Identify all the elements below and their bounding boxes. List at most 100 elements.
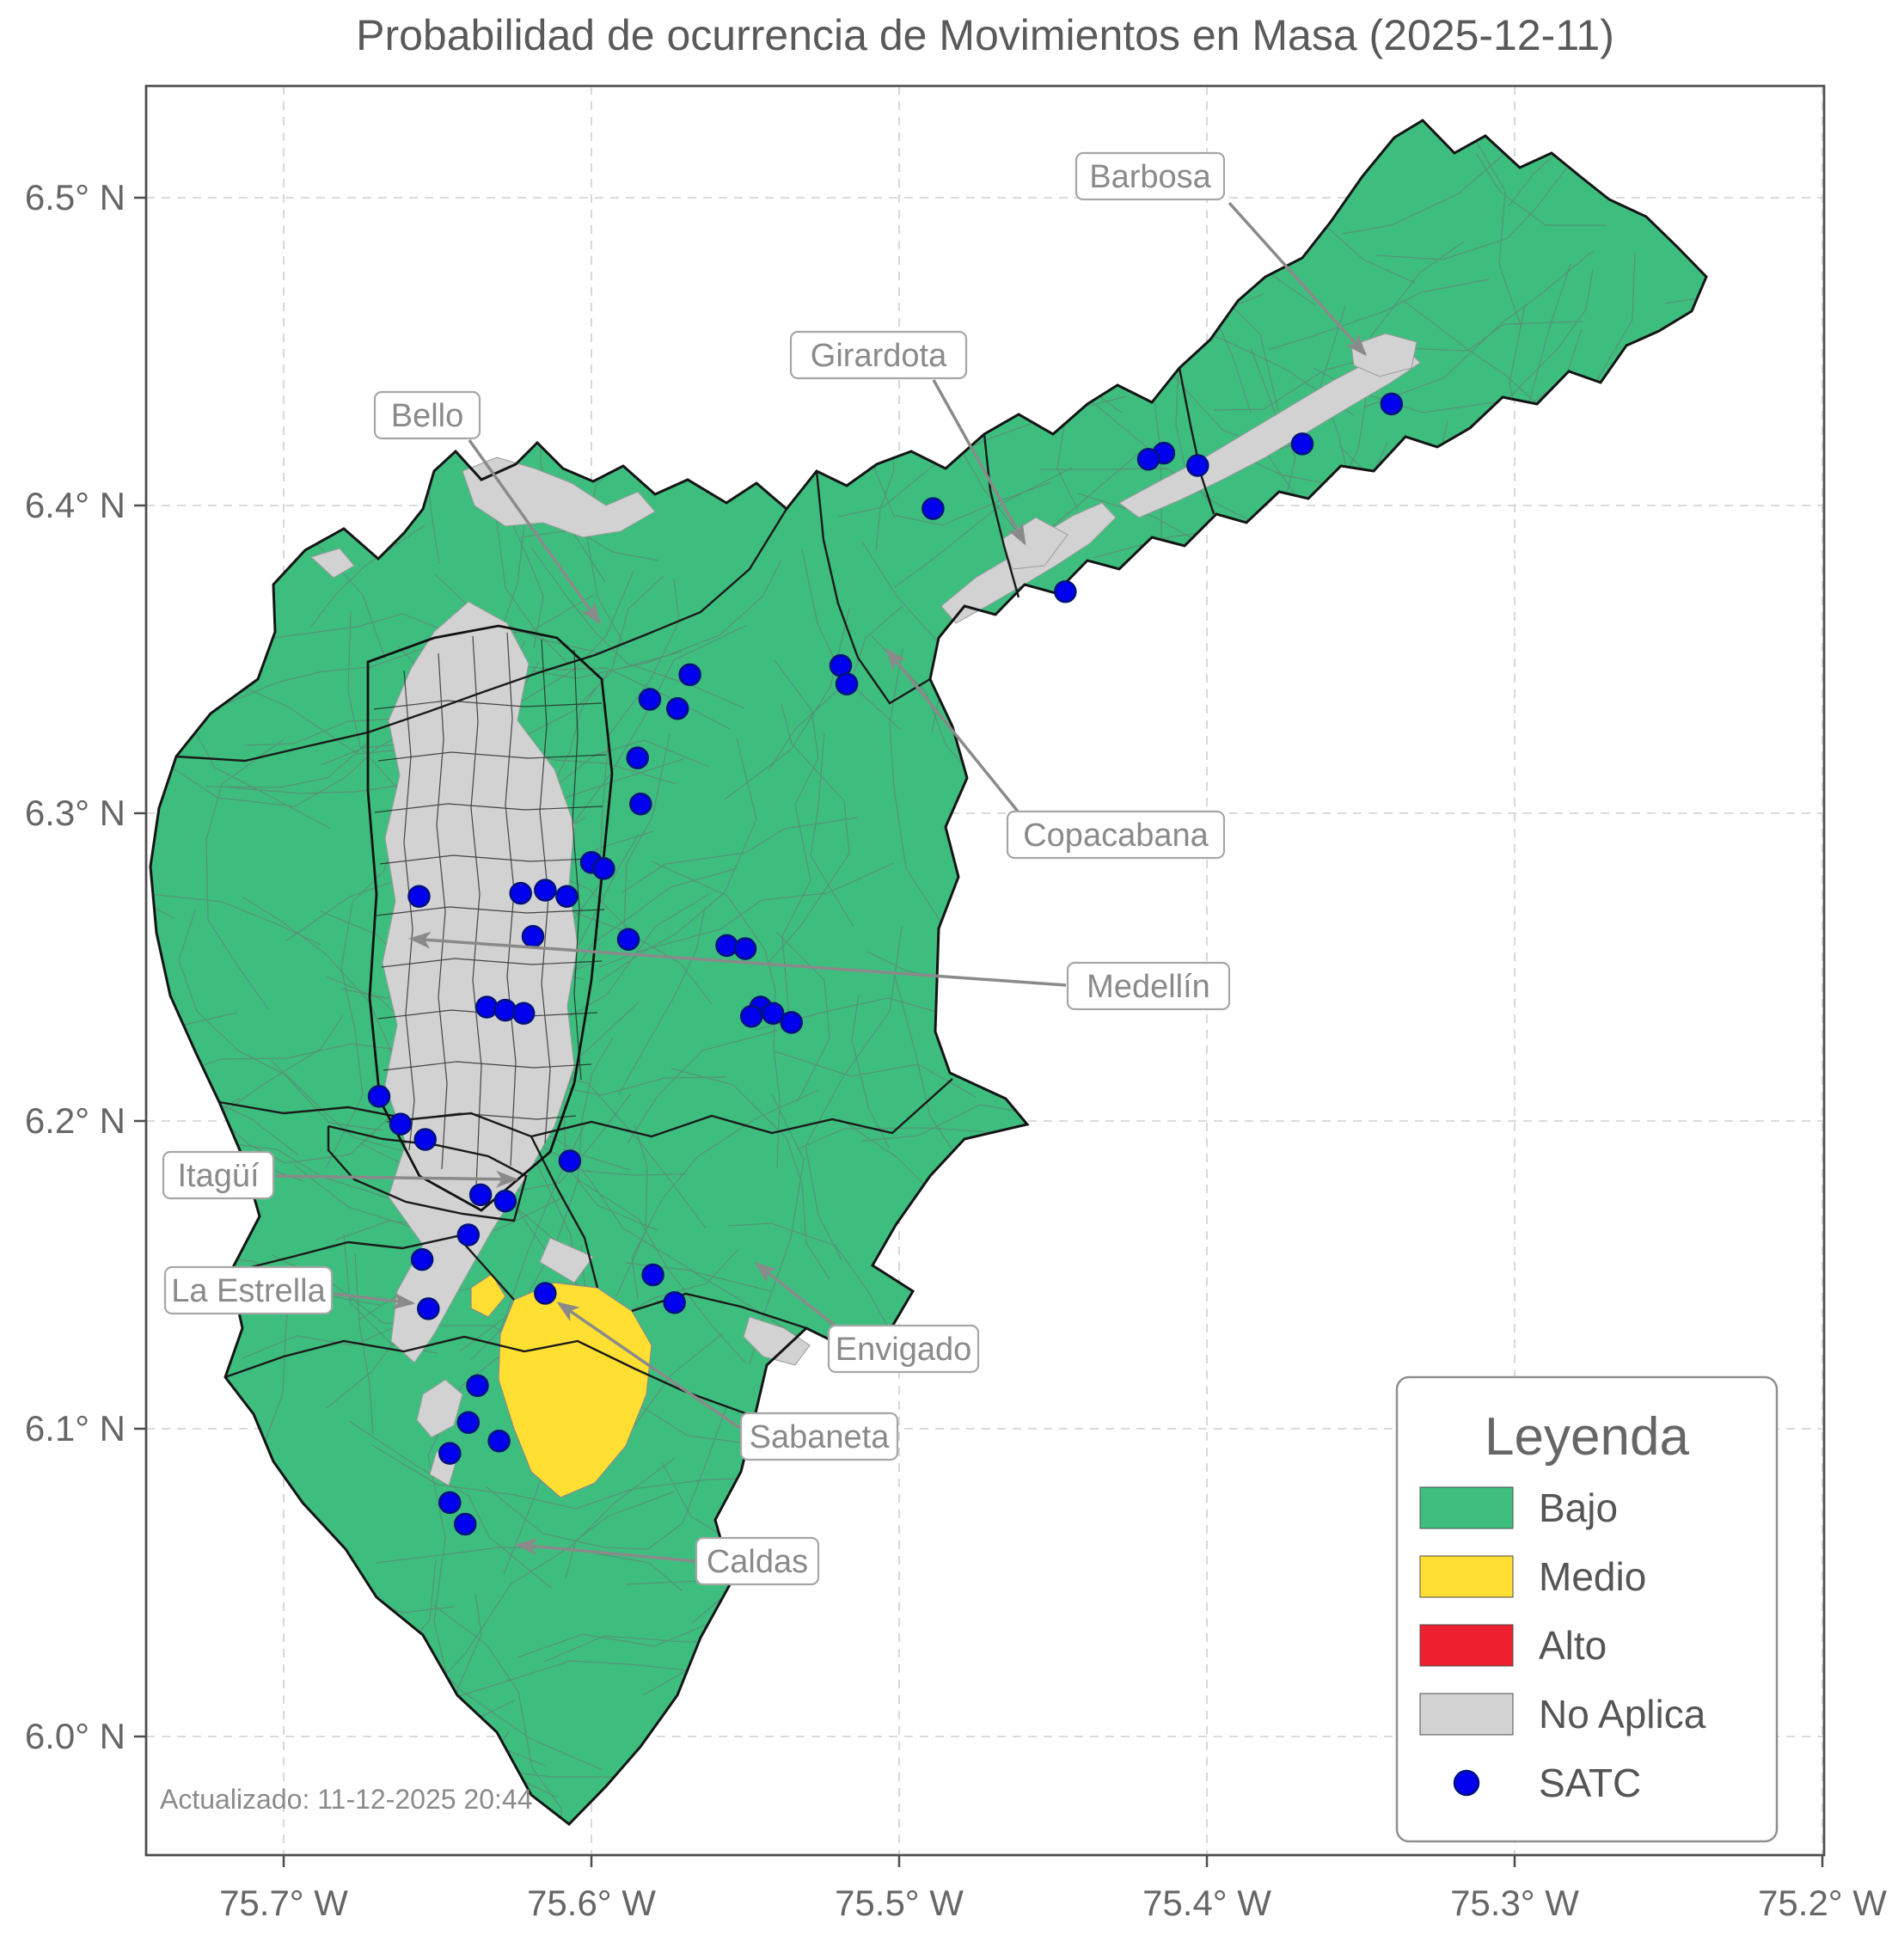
girardota-label-box <box>789 330 968 380</box>
satc-dot <box>835 672 859 695</box>
satc-dot <box>509 881 532 905</box>
copacabana-label-box <box>1006 810 1226 860</box>
caldas-arrow <box>515 1538 695 1563</box>
satc-dot <box>733 937 757 960</box>
satc-dot <box>558 1149 582 1173</box>
barbosa-label-box <box>1075 151 1226 201</box>
la-estrella-label-box <box>163 1265 334 1315</box>
bello-label: Bello <box>391 398 464 434</box>
satc-dot <box>665 697 689 720</box>
y-tick-5: 6.0° N <box>25 1716 126 1756</box>
legend-swatch-no-aplica <box>1419 1693 1514 1736</box>
satc-dot <box>761 1001 785 1025</box>
satc-dot <box>475 995 499 1019</box>
x-tick-5: 75.2° W <box>1758 1883 1887 1923</box>
satc-dot <box>410 1247 434 1271</box>
satc-dot <box>555 885 579 908</box>
la-estrella-label: La Estrella <box>171 1273 326 1309</box>
satc-dot <box>417 1297 440 1320</box>
satc-dot <box>407 885 431 908</box>
satc-dot <box>438 1442 462 1465</box>
plot-frame <box>144 84 1826 1857</box>
caldas-label: Caldas <box>707 1544 808 1580</box>
itagui-label-box <box>162 1150 275 1200</box>
updated-timestamp: Actualizado: 11-12-2025 20:44 <box>160 1784 533 1815</box>
legend-label-no-aplica: No Aplica <box>1539 1692 1706 1736</box>
legend-satc-dot <box>1453 1769 1480 1797</box>
sabaneta-label-box <box>739 1412 899 1461</box>
satc-dot <box>413 1128 437 1151</box>
envigado-label-box <box>827 1324 980 1374</box>
annotation-caldas: Caldas <box>515 1536 820 1586</box>
satc-dot <box>511 1001 536 1025</box>
annotations-layer: Barbosa Girardota Bello Copacabana Medel… <box>162 151 1368 1586</box>
y-tick-3: 6.2° N <box>25 1100 126 1141</box>
satc-dot <box>626 746 649 769</box>
envigado-label: Envigado <box>836 1332 971 1368</box>
medellin-label-box <box>1066 961 1231 1011</box>
satc-dot <box>534 879 557 902</box>
satc-dot <box>389 1112 413 1136</box>
satc-dot <box>641 1263 664 1287</box>
satc-dot <box>616 928 640 952</box>
satc-dot <box>780 1011 803 1034</box>
satc-dot <box>1290 432 1314 456</box>
satc-dot <box>468 1183 493 1207</box>
medellin-arrow <box>408 931 1067 987</box>
itagui-arrow <box>274 1170 518 1188</box>
bello-label-box <box>373 390 481 440</box>
sabaneta-label: Sabaneta <box>750 1419 891 1455</box>
y-tick-4: 6.1° N <box>25 1408 126 1449</box>
legend-swatch-alto <box>1419 1624 1514 1667</box>
annotation-copacabana: Copacabana <box>885 647 1226 860</box>
annotation-envigado: Envigado <box>754 1262 980 1374</box>
satc-dot <box>663 1290 686 1314</box>
itagui-label: Itagüí <box>177 1158 260 1194</box>
satc-dot <box>739 1005 763 1028</box>
satc-dot <box>367 1085 391 1108</box>
barbosa-label: Barbosa <box>1089 159 1211 195</box>
annotation-barbosa: Barbosa <box>1075 151 1368 357</box>
annotation-sabaneta: Sabaneta <box>556 1302 899 1461</box>
page-title: Probabilidad de ocurrencia de Movimiento… <box>356 11 1614 59</box>
copacabana-label: Copacabana <box>1023 818 1209 854</box>
satc-dot <box>521 924 545 948</box>
girardota-arrow <box>932 379 1026 546</box>
x-tick-4: 75.3° W <box>1450 1883 1579 1923</box>
annotation-medellin: Medellín <box>408 931 1231 1011</box>
satc-dot <box>534 1282 557 1305</box>
sabaneta-arrow <box>556 1302 742 1430</box>
satc-dot <box>493 998 517 1022</box>
satc-dot <box>493 1189 517 1213</box>
axis-ticks <box>134 196 1824 1867</box>
legend: Leyenda Bajo Medio Alto No Aplica SATC <box>1395 1375 1779 1843</box>
la-estrella-arrow <box>333 1292 415 1310</box>
x-tick-3: 75.4° W <box>1142 1883 1271 1923</box>
bello-arrow <box>468 438 601 625</box>
satc-dot <box>456 1411 481 1435</box>
legend-swatch-bajo <box>1419 1486 1514 1529</box>
y-tick-0: 6.5° N <box>25 177 126 217</box>
y-tick-1: 6.4° N <box>25 485 126 525</box>
legend-label-bajo: Bajo <box>1539 1485 1618 1530</box>
legend-label-satc: SATC <box>1539 1761 1641 1805</box>
x-axis-labels: 75.7° W 75.6° W 75.5° W 75.4° W 75.3° W … <box>219 1883 1887 1923</box>
satc-dot <box>1380 392 1404 416</box>
legend-title: Leyenda <box>1485 1407 1689 1467</box>
satc-dot <box>466 1374 489 1398</box>
satc-dot <box>1186 454 1209 477</box>
urban-core-border <box>366 624 614 1212</box>
y-tick-2: 6.3° N <box>25 793 126 833</box>
legend-label-medio: Medio <box>1539 1554 1646 1599</box>
satc-dot <box>715 934 738 958</box>
legend-label-alto: Alto <box>1539 1623 1607 1668</box>
satc-dot <box>438 1491 462 1515</box>
annotation-bello: Bello <box>373 390 601 625</box>
satc-dot <box>678 663 701 687</box>
envigado-arrow <box>754 1262 840 1330</box>
satc-dot <box>487 1430 511 1453</box>
metro-outer-boundary <box>149 119 1708 1827</box>
